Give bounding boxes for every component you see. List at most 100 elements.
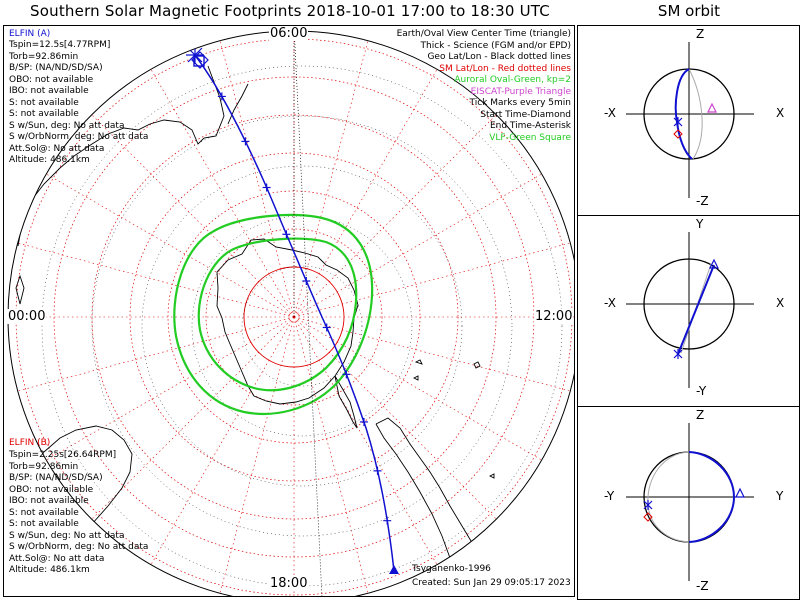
- sm-lon-line: [34, 316, 295, 468]
- auroral-oval-outer: [173, 213, 374, 415]
- start-asterisk-marker: [186, 46, 204, 64]
- legend-vlf: VLF-Green Square: [489, 132, 571, 143]
- sm-lon-line: [8, 316, 295, 395]
- plot-title: Southern Solar Magnetic Footprints 2018-…: [30, 2, 550, 20]
- footprint-map-panel: 06:00 00:00 12:00 18:00 ELFIN (A) Tspin=…: [3, 25, 575, 597]
- legend-tick-marks: Tick Marks every 5min: [469, 98, 571, 108]
- terminator-line: [293, 31, 323, 596]
- panel1-right-label: X: [776, 106, 785, 120]
- australia-coastline: [17, 65, 225, 247]
- clock-label-12: 12:00: [534, 309, 574, 324]
- panel1-bottom-label: -Z: [696, 194, 709, 208]
- elfin-b-line-2: Torb=92.86min: [9, 461, 79, 472]
- earth-orbit-circle: [643, 258, 735, 350]
- panel3-left-label: -Y: [604, 489, 615, 503]
- eiscat-triangle: [735, 487, 745, 498]
- legend-line-1: Earth/Oval View Center Time (triangle): [396, 29, 571, 39]
- sm-lon-line: [293, 316, 574, 395]
- sm-lon-line: [34, 166, 295, 318]
- sm-orbit-panel-xy: Y -Y -X X: [577, 215, 800, 407]
- peninsula-coastline: [334, 375, 358, 429]
- sm-lon-line: [293, 316, 445, 577]
- eiscat-triangle: [709, 258, 719, 269]
- orbit-front-trace: [677, 264, 715, 355]
- end-asterisk: [673, 349, 683, 359]
- panel3-top-label: Z: [696, 408, 705, 422]
- elfin-b-name: ELFIN (B): [9, 438, 51, 448]
- sm-orbit-panel-yz: Z -Z -Y Y: [577, 406, 800, 600]
- sm-lon-line: [216, 316, 295, 596]
- sm-lat-circle: [91, 114, 497, 520]
- elfin-b-line-4: OBO: not available: [9, 484, 94, 495]
- geo-lat-circle: [91, 115, 513, 537]
- sm-lon-line: [293, 316, 372, 596]
- end-asterisk: [643, 500, 653, 510]
- sm-lat-circle: [129, 152, 459, 482]
- sm-orbit-panel-xz: Z -Z -X X: [577, 25, 800, 216]
- elfin-b-line-5: IBO: not available: [9, 496, 89, 506]
- legend-start-time: Start Time-Diamond: [480, 109, 571, 120]
- elfin-a-line-5: IBO: not available: [9, 86, 89, 96]
- start-diamond: [643, 512, 653, 522]
- panel2-right-label: X: [776, 296, 785, 310]
- end-asterisk: [673, 117, 683, 127]
- elfin-b-line-9: S w/OrbNorm, deg: No att data: [9, 542, 149, 552]
- madagascar-coastline: [15, 274, 25, 305]
- sm-orbit-title: SM orbit: [657, 2, 721, 20]
- legend-sm-latlon: SM Lat/Lon - Red dotted lines: [439, 63, 571, 74]
- track-tick-marks: [217, 92, 392, 525]
- geo-lat-circle: [241, 265, 363, 387]
- legend-eiscat: EISCAT-Purple Triangle: [470, 86, 571, 97]
- elfin-a-info: Tspin=12.5s[4.77RPM] Torb=92.86min B/SP: (…: [9, 40, 148, 167]
- sm-lon-line: [293, 166, 554, 318]
- panel1-top-label: Z: [696, 27, 705, 41]
- panel3-right-label: Y: [776, 489, 784, 503]
- sm-lon-line: [293, 316, 554, 468]
- start-diamond: [673, 129, 683, 139]
- sm-lon-line: [293, 239, 574, 318]
- small-islands: [412, 359, 495, 479]
- legend-auroral-oval: Auroral Oval-Green, kp=2: [454, 75, 571, 85]
- orbit-yz-svg: [626, 423, 754, 581]
- elfin-b-info: Tspin=2.25s[26.64RPM] Torb=92.86min B/SP: …: [9, 450, 148, 577]
- eiscat-triangle: [707, 102, 717, 113]
- elfin-b-line-6: S: not available: [9, 507, 79, 518]
- sm-lon-line: [8, 239, 295, 318]
- elfin-b-line-3: B/SP: (NA/ND/SD/SA): [9, 473, 103, 483]
- sm-lat-circle: [205, 228, 383, 406]
- sm-lon-line: [293, 31, 372, 318]
- elfin-a-line-11: Altitude: 486.1km: [9, 155, 90, 165]
- elfin-b-line-7: S: not available: [9, 519, 79, 529]
- panel1-left-label: -X: [604, 106, 616, 120]
- orbit-xz-svg: [626, 42, 754, 198]
- sm-lon-line: [81, 104, 295, 318]
- sm-lon-line: [81, 316, 295, 530]
- elfin-a-line-9: S w/OrbNorm, deg: No att data: [9, 132, 149, 142]
- elfin-b-line-8: S w/Sun, deg: No att data: [9, 530, 125, 541]
- orbit-front-trace: [674, 68, 693, 160]
- created-timestamp: Created: Sun Jan 29 09:05:17 2023: [412, 578, 571, 588]
- antarctica-coastline: [216, 238, 359, 405]
- clock-label-18: 18:00: [269, 576, 309, 591]
- panel2-left-label: -X: [604, 296, 616, 310]
- legend-block: Earth/Oval View Center Time (triangle) T…: [397, 29, 571, 144]
- auroral-oval: [173, 213, 374, 415]
- sm-lon-line: [143, 316, 295, 577]
- end-marker: [389, 565, 399, 574]
- sm-lon-line: [293, 104, 507, 318]
- orbit-back-trace: [688, 68, 703, 160]
- elfin-a-line-1: Tspin=12.5s[4.77RPM]: [9, 40, 111, 50]
- clock-label-00: 00:00: [7, 309, 47, 324]
- orbit-xy-svg: [626, 232, 754, 388]
- sm-lon-line: [293, 57, 445, 318]
- elfin-a-name: ELFIN (A): [9, 29, 51, 39]
- legend-line-3: Geo Lat/Lon - Black dotted lines: [427, 52, 571, 62]
- new-zealand-coastline: [227, 83, 249, 125]
- elfin-a-line-6: S: not available: [9, 97, 79, 108]
- elfin-b-line-1: Tspin=2.25s[26.64RPM]: [9, 450, 117, 460]
- orbit-front-trace: [688, 451, 736, 543]
- elfin-b-line-11: Altitude: 486.1km: [9, 565, 90, 575]
- vlf-square-marker: [193, 55, 205, 67]
- model-credit: Tsyganenko-1996: [412, 564, 491, 574]
- elfin-b-line-10: Att.Sol@: No att data: [9, 553, 105, 564]
